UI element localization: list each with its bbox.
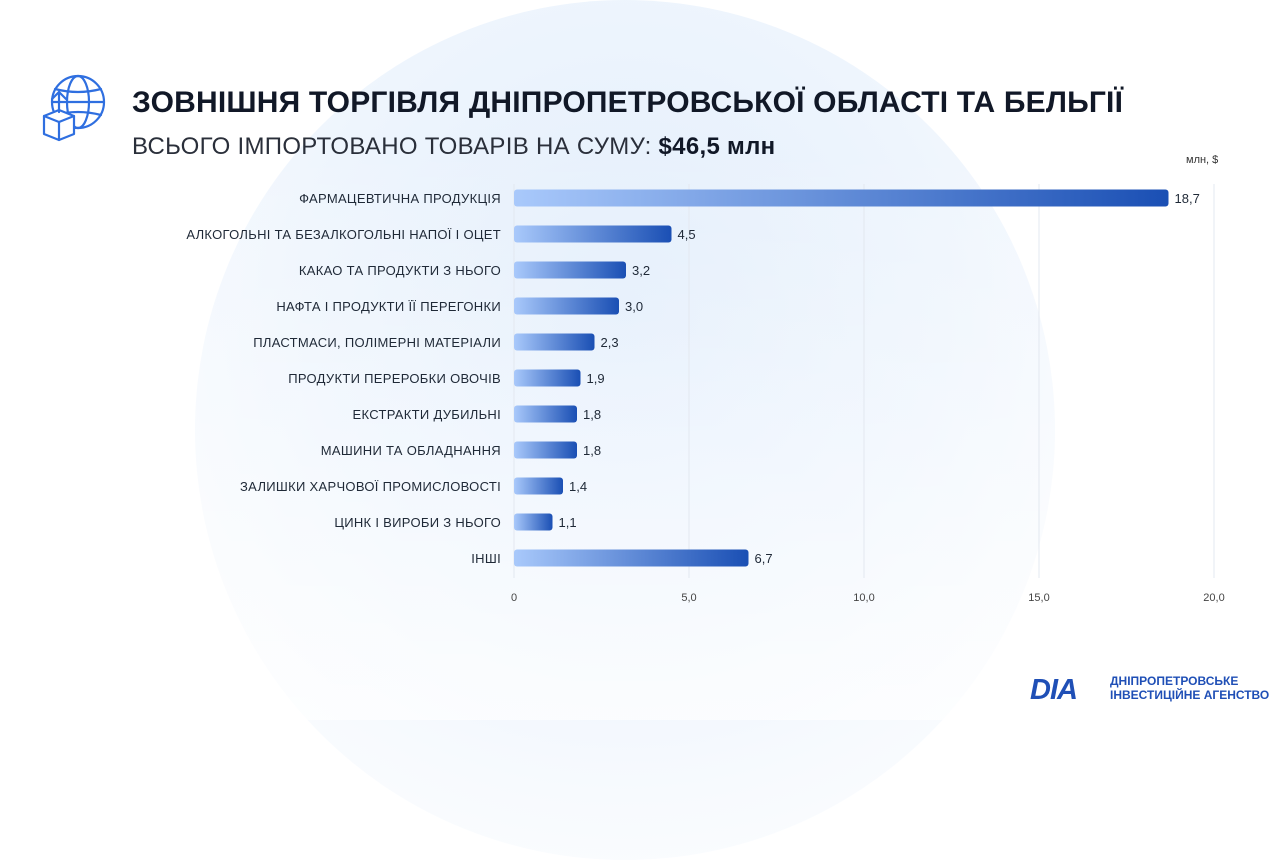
- category-label: КАКАО ТА ПРОДУКТИ З НЬОГО: [299, 263, 501, 278]
- value-label: 1,9: [587, 371, 605, 386]
- logo-text: ДНІПРОПЕТРОВСЬКЕ ІНВЕСТИЦІЙНЕ АГЕНСТВО: [1110, 674, 1269, 702]
- category-label: ПРОДУКТИ ПЕРЕРОБКИ ОВОЧІВ: [288, 371, 501, 386]
- category-label: НАФТА І ПРОДУКТИ ЇЇ ПЕРЕГОНКИ: [276, 299, 501, 314]
- subtitle-prefix: ВСЬОГО ІМПОРТОВАНО ТОВАРІВ НА СУМУ:: [132, 133, 659, 160]
- category-label: ЕКСТРАКТИ ДУБИЛЬНІ: [353, 407, 501, 422]
- x-tick-label: 0: [511, 592, 517, 604]
- value-label: 1,8: [583, 407, 601, 422]
- x-tick-label: 5,0: [681, 592, 696, 604]
- category-label: ПЛАСТМАСИ, ПОЛІМЕРНІ МАТЕРІАЛИ: [253, 335, 501, 350]
- value-label: 1,4: [569, 479, 587, 494]
- logo-line-2: ІНВЕСТИЦІЙНЕ АГЕНСТВО: [1110, 688, 1270, 702]
- bar: [514, 225, 672, 243]
- value-label: 3,0: [625, 299, 643, 314]
- bar: [514, 513, 553, 531]
- value-label: 18,7: [1175, 191, 1200, 206]
- value-label: 1,1: [559, 515, 577, 530]
- category-label: ІНШІ: [471, 551, 501, 566]
- bar: [514, 333, 595, 351]
- bar: [514, 261, 626, 279]
- category-label: ЦИНК І ВИРОБИ З НЬОГО: [334, 515, 501, 530]
- bar: [514, 405, 577, 423]
- value-label: 4,5: [678, 227, 696, 242]
- bar: [514, 441, 577, 459]
- bar: [514, 189, 1169, 207]
- value-label: 6,7: [755, 551, 773, 566]
- bar: [514, 477, 563, 495]
- logo-mark: DIA: [1030, 674, 1078, 706]
- value-label: 1,8: [583, 443, 601, 458]
- page-title: ЗОВНІШНЯ ТОРГІВЛЯ ДНІПРОПЕТРОВСЬКОЇ ОБЛА…: [132, 86, 1124, 119]
- value-label: 2,3: [601, 335, 619, 350]
- x-tick-label: 10,0: [853, 592, 874, 604]
- subtitle: ВСЬОГО ІМПОРТОВАНО ТОВАРІВ НА СУМУ: $46,…: [132, 133, 775, 161]
- category-label: АЛКОГОЛЬНІ ТА БЕЗАЛКОГОЛЬНІ НАПОЇ І ОЦЕТ: [186, 227, 501, 242]
- globe-box-upload-icon: [42, 74, 106, 142]
- logo-line-1: ДНІПРОПЕТРОВСЬКЕ: [1110, 674, 1239, 688]
- bar: [514, 549, 749, 567]
- unit-label: млн, $: [1186, 154, 1219, 166]
- x-tick-label: 20,0: [1203, 592, 1224, 604]
- category-label: ФАРМАЦЕВТИЧНА ПРОДУКЦІЯ: [299, 191, 501, 206]
- x-tick-label: 15,0: [1028, 592, 1049, 604]
- bar: [514, 369, 581, 387]
- bar-chart: 0 5,0 10,0 15,0 20,0 ФАРМАЦЕВТИЧНА ПРОДУКЦІЯ…: [186, 184, 1225, 604]
- category-label: ЗАЛИШКИ ХАРЧОВОЇ ПРОМИСЛОВОСТІ: [240, 479, 501, 494]
- dia-logo: DIA ДНІПРОПЕТРОВСЬКЕ ІНВЕСТИЦІЙНЕ АГЕНСТ…: [1030, 668, 1269, 710]
- category-label: МАШИНИ ТА ОБЛАДНАННЯ: [321, 443, 501, 458]
- total-import-value: $46,5 млн: [658, 133, 776, 160]
- value-label: 3,2: [632, 263, 650, 278]
- bar: [514, 297, 619, 315]
